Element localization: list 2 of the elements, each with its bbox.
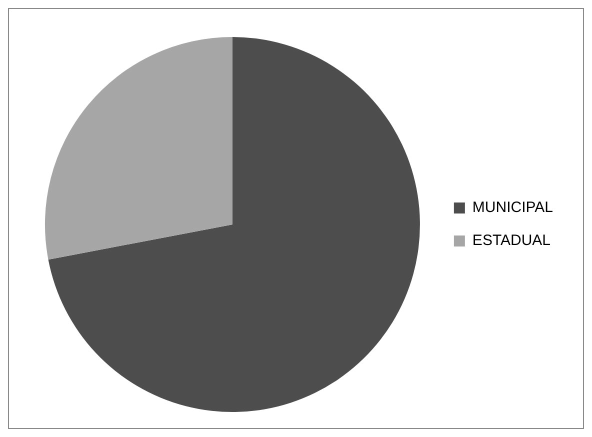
legend-label: MUNICIPAL <box>472 199 554 216</box>
legend-label: ESTADUAL <box>472 232 551 250</box>
